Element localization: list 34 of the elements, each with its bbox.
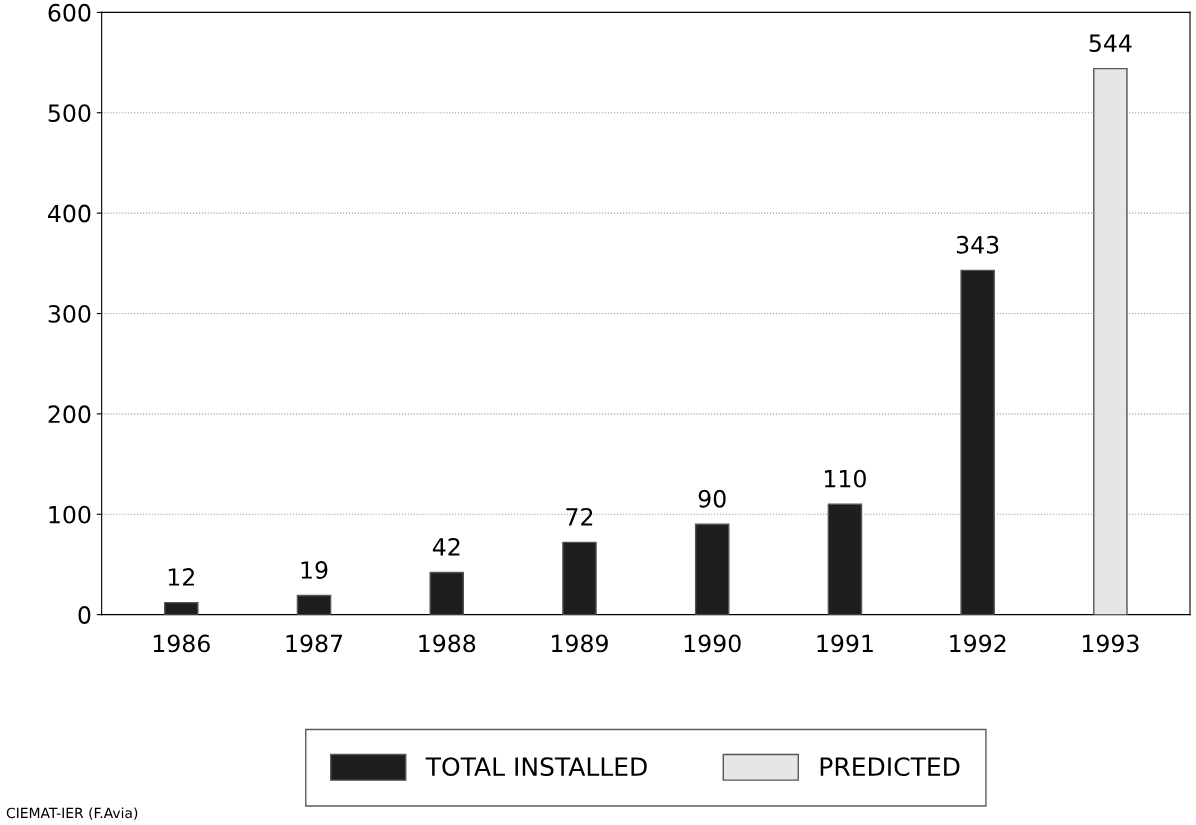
data-label: 544 (1089, 34, 1132, 52)
bar (562, 541, 597, 615)
data-label: 110 (824, 469, 866, 488)
y-tick-label: 600 (48, 3, 91, 22)
data-label: 12 (168, 568, 194, 586)
x-tick-label: 1990 (684, 634, 741, 653)
x-tick-label: 1987 (286, 634, 343, 653)
data-label: 343 (956, 235, 999, 254)
y-tick-label: 200 (48, 405, 91, 424)
x-tick-label: 1986 (153, 634, 210, 653)
legend-label: PREDICTED (820, 757, 960, 777)
data-label: 90 (698, 489, 726, 508)
bar (694, 523, 730, 615)
legend-label: TOTAL INSTALLED (425, 757, 647, 777)
bar (827, 503, 863, 615)
y-tick-label: 100 (49, 505, 91, 524)
bar (164, 601, 199, 615)
y-tick-label: 300 (48, 304, 91, 323)
text: CIEMAT-IER (F.Avia) (6, 807, 138, 820)
data-label: 19 (301, 561, 328, 579)
bar (960, 269, 995, 615)
y-tick-label: 500 (48, 104, 91, 123)
bar (429, 571, 465, 615)
y-tick-label: 400 (48, 204, 91, 223)
x-tick-label: 1988 (419, 634, 476, 653)
x-tick-label: 1989 (552, 634, 608, 653)
y-tick-label: 0 (78, 606, 91, 624)
bar (296, 594, 332, 615)
x-tick-label: 1993 (1082, 634, 1139, 653)
x-tick-label: 1992 (950, 634, 1006, 653)
bar (1093, 67, 1128, 615)
data-label: 72 (566, 507, 593, 526)
x-tick-label: 1991 (817, 634, 873, 653)
data-label: 42 (432, 537, 460, 556)
